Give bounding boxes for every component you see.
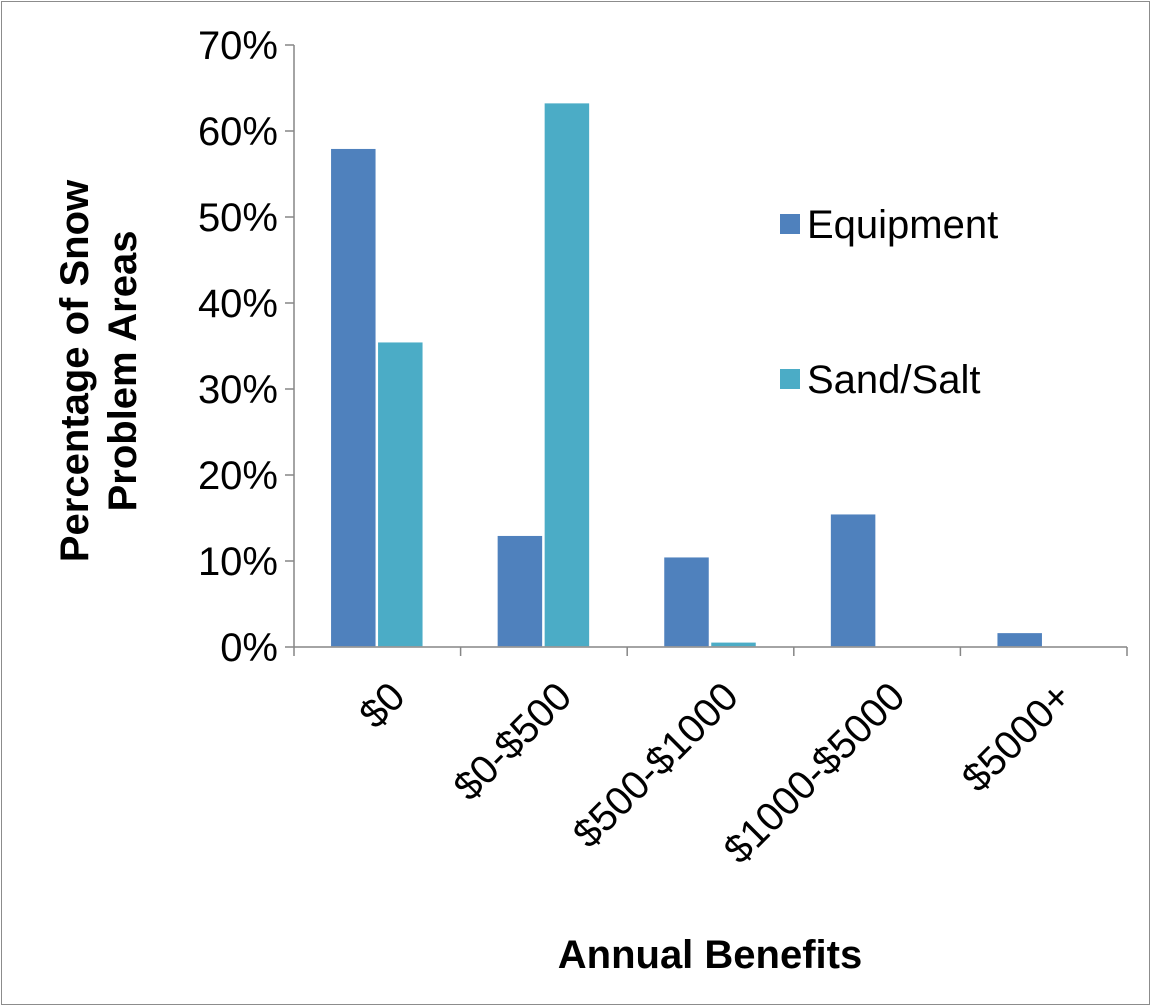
y-axis-title-line: Problem Areas	[101, 231, 145, 512]
bar-equipment-5	[995, 631, 1044, 648]
x-tick-labels: $0 $0-$500$500-$1000$1000-$5000 $5000+	[351, 674, 1080, 872]
bar-sand-salt-2	[543, 101, 591, 648]
legend-label: Equipment	[807, 203, 998, 247]
y-tick-label: 60%	[198, 110, 278, 154]
bar-sand-salt-3	[709, 641, 758, 648]
legend-swatch	[780, 214, 800, 234]
bars-group	[329, 101, 1044, 648]
bar-equipment-4	[829, 512, 877, 648]
legend-label: Sand/Salt	[807, 358, 980, 402]
y-tick-label: 30%	[198, 368, 278, 412]
y-tick-label: 0%	[220, 626, 278, 670]
axes-group	[285, 44, 1128, 656]
y-tick-label: 50%	[198, 196, 278, 240]
y-tick-label: 10%	[198, 540, 278, 584]
y-tick-label: 70%	[198, 24, 278, 68]
x-tick-label: $0	[351, 674, 414, 737]
bar-equipment-2	[496, 534, 544, 648]
legend-swatch	[780, 369, 800, 389]
bar-equipment-3	[662, 555, 711, 648]
x-tick-label: $500-$1000	[565, 674, 747, 856]
legend: Equipment Sand/Salt	[780, 203, 998, 402]
bar-equipment-1	[329, 147, 378, 648]
x-axis-title: Annual Benefits	[558, 933, 862, 977]
y-tick-labels: 0% 10% 20% 30% 40% 50% 60% 70%	[198, 24, 278, 670]
y-tick-label: 40%	[198, 282, 278, 326]
x-tick-label: $5000+	[954, 674, 1080, 800]
bar-sand-salt-1	[376, 340, 425, 648]
y-axis-title-line: Percentage of Snow	[53, 179, 97, 562]
y-axis-title: Percentage of Snow Problem Areas	[53, 179, 145, 562]
y-tick-label: 20%	[198, 454, 278, 498]
x-tick-label: $0-$500	[445, 674, 580, 809]
